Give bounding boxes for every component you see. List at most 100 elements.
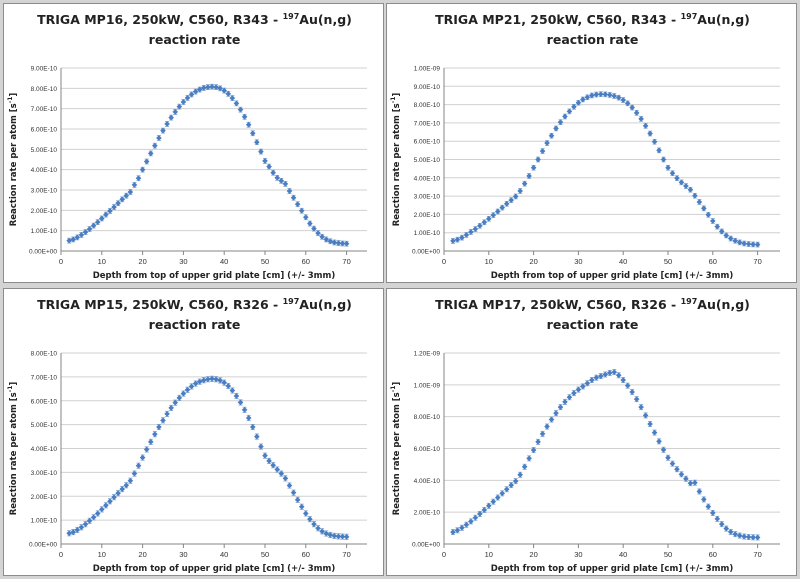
data-marker bbox=[512, 193, 519, 200]
data-point bbox=[66, 530, 72, 537]
x-tick-label: 50 bbox=[664, 550, 672, 559]
data-point bbox=[176, 394, 183, 401]
data-marker bbox=[665, 454, 671, 461]
data-point bbox=[282, 475, 289, 482]
y-tick-label: 5.00E-10 bbox=[31, 147, 58, 154]
x-axis-title: Depth from top of upper grid plate [cm] … bbox=[93, 271, 336, 281]
data-point bbox=[606, 369, 613, 376]
data-marker bbox=[180, 390, 187, 397]
data-point bbox=[270, 462, 276, 469]
data-point bbox=[164, 410, 170, 417]
data-point bbox=[732, 237, 738, 244]
data-marker bbox=[723, 232, 730, 239]
data-marker bbox=[74, 527, 81, 533]
data-marker bbox=[615, 94, 622, 101]
data-point bbox=[262, 452, 268, 459]
data-marker bbox=[262, 158, 268, 164]
x-tick-label: 70 bbox=[753, 550, 761, 559]
y-tick-label: 2.00E-10 bbox=[31, 494, 58, 501]
data-point bbox=[750, 534, 756, 541]
data-point bbox=[147, 438, 154, 445]
data-marker bbox=[526, 455, 532, 462]
data-point bbox=[74, 526, 81, 533]
data-point bbox=[611, 93, 618, 99]
data-point bbox=[331, 532, 338, 539]
data-marker bbox=[503, 200, 510, 207]
data-marker bbox=[217, 85, 223, 92]
data-marker bbox=[294, 497, 301, 503]
y-tick-label: 4.00E-10 bbox=[414, 478, 441, 485]
data-point bbox=[629, 389, 635, 395]
data-marker bbox=[754, 241, 761, 248]
data-point bbox=[503, 486, 510, 493]
data-marker bbox=[225, 91, 232, 97]
data-marker bbox=[701, 496, 707, 503]
data-marker bbox=[164, 411, 170, 417]
data-marker bbox=[539, 431, 546, 437]
data-point bbox=[160, 127, 166, 134]
data-point bbox=[463, 521, 470, 528]
data-marker bbox=[258, 443, 264, 450]
y-tick-label: 1.00E-10 bbox=[414, 230, 441, 237]
data-marker bbox=[741, 533, 747, 540]
data-marker bbox=[606, 92, 613, 98]
data-marker bbox=[571, 390, 577, 396]
data-point bbox=[294, 201, 301, 208]
data-marker bbox=[184, 95, 191, 101]
data-point bbox=[593, 374, 600, 381]
data-marker bbox=[282, 181, 289, 187]
data-marker bbox=[99, 506, 105, 513]
data-point bbox=[270, 169, 276, 176]
chart-title-prefix: TRIGA MP15, 250kW, C560, R326 - bbox=[37, 297, 282, 312]
x-tick-label: 10 bbox=[98, 550, 106, 559]
chart-title-line2: reaction rate bbox=[547, 317, 639, 332]
data-marker bbox=[615, 372, 622, 379]
data-point bbox=[539, 430, 546, 437]
data-point bbox=[115, 200, 121, 207]
data-marker bbox=[286, 482, 293, 489]
data-point bbox=[454, 236, 461, 243]
data-point bbox=[553, 410, 559, 417]
data-point bbox=[606, 92, 613, 98]
chart-title: TRIGA MP16, 250kW, C560, R343 - 197Au(n,… bbox=[37, 12, 352, 27]
data-point bbox=[687, 186, 694, 193]
data-marker bbox=[651, 429, 658, 436]
data-marker bbox=[254, 139, 260, 146]
data-point bbox=[119, 196, 125, 203]
data-point bbox=[468, 229, 474, 235]
data-marker bbox=[156, 424, 162, 430]
data-point bbox=[78, 232, 85, 238]
data-marker bbox=[147, 439, 154, 445]
data-marker bbox=[311, 521, 317, 527]
data-point bbox=[754, 534, 761, 541]
data-marker bbox=[123, 482, 130, 489]
x-tick-label: 50 bbox=[664, 257, 672, 266]
data-marker bbox=[710, 510, 716, 516]
data-point bbox=[266, 163, 272, 170]
data-marker bbox=[584, 380, 591, 387]
data-marker bbox=[221, 87, 227, 94]
data-point bbox=[107, 208, 113, 214]
data-marker bbox=[486, 215, 492, 222]
data-marker bbox=[327, 238, 334, 245]
data-marker bbox=[266, 163, 272, 170]
data-point bbox=[732, 531, 738, 538]
data-marker bbox=[233, 100, 240, 107]
chart-title-line2: reaction rate bbox=[149, 32, 241, 47]
data-point bbox=[339, 240, 346, 247]
data-marker bbox=[319, 528, 325, 535]
data-point bbox=[754, 241, 761, 248]
x-tick-label: 40 bbox=[220, 257, 228, 266]
data-point bbox=[544, 140, 550, 146]
data-point bbox=[589, 92, 595, 99]
data-point bbox=[651, 429, 658, 436]
data-point bbox=[683, 183, 689, 189]
data-marker bbox=[335, 533, 342, 540]
data-marker bbox=[172, 109, 179, 115]
data-marker bbox=[611, 93, 618, 99]
data-marker bbox=[544, 140, 550, 146]
data-marker bbox=[115, 490, 121, 496]
data-point bbox=[620, 97, 626, 103]
y-tick-label: 0.00E+00 bbox=[29, 249, 57, 256]
data-marker bbox=[343, 240, 350, 247]
